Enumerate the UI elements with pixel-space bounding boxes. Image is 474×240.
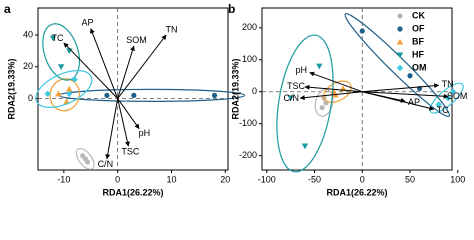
loading-arrow	[105, 98, 119, 160]
legend-label: HF	[412, 49, 424, 59]
point	[66, 90, 73, 97]
arrow-label: pH	[139, 128, 151, 138]
point	[407, 73, 413, 79]
point	[435, 101, 442, 108]
arrow-label: TC	[437, 105, 449, 115]
plot-frame	[261, 7, 453, 171]
point	[57, 64, 65, 70]
arrow-label: TSC	[121, 146, 140, 156]
arrow-label: AP	[82, 17, 94, 27]
arrow-label: TSC	[287, 81, 306, 91]
arrow-label: TN	[442, 79, 454, 89]
legend-label: CK	[412, 10, 425, 20]
confidence-ellipse	[35, 70, 93, 108]
loading-arrow	[362, 91, 449, 99]
y-tick-label: -200	[239, 150, 257, 160]
plot-frame	[37, 7, 229, 171]
y-tick-label: 0	[252, 86, 257, 96]
y-tick-label: 100	[242, 54, 257, 64]
confidence-ellipse	[344, 13, 451, 118]
legend-marker	[396, 38, 404, 45]
point	[104, 92, 110, 98]
point	[49, 35, 57, 42]
loading-arrow	[117, 34, 167, 99]
x-axis-label: RDA1(26.22%)	[326, 187, 387, 197]
loading-arrow	[299, 91, 363, 101]
loading-arrow	[63, 42, 119, 99]
point	[211, 92, 218, 98]
loading-arrow	[309, 71, 363, 93]
point	[55, 90, 62, 97]
point	[301, 143, 309, 150]
x-tick-label: -100	[258, 174, 276, 184]
loading-arrow	[117, 98, 130, 147]
y-tick-label: 20	[23, 61, 33, 71]
confidence-ellipse	[42, 23, 81, 81]
arrow-label: TC	[52, 33, 64, 43]
confidence-ellipse	[49, 78, 81, 112]
y-tick-label: 0	[28, 93, 33, 103]
point	[316, 63, 323, 70]
arrow-label: TN	[166, 25, 178, 35]
x-tick-label: -10	[57, 174, 70, 184]
point	[359, 28, 365, 34]
arrow-label: AP	[408, 97, 420, 107]
confidence-ellipse	[429, 82, 464, 114]
x-tick-label: 50	[405, 174, 415, 184]
x-tick-label: -50	[308, 174, 321, 184]
panel-label: a	[4, 2, 11, 16]
legend-label: OM	[412, 62, 427, 72]
x-tick-label: 20	[220, 174, 230, 184]
confidence-ellipse	[276, 34, 334, 173]
x-tick-label: 0	[360, 174, 365, 184]
arrow-label: C/N	[283, 93, 299, 103]
x-tick-label: 0	[115, 174, 120, 184]
loading-arrow	[90, 28, 119, 99]
point	[44, 90, 51, 97]
loading-arrow	[117, 98, 140, 130]
point	[131, 92, 137, 98]
legend-label: OF	[412, 23, 425, 33]
y-axis-label: RDA2(19.33%)	[230, 58, 240, 119]
arrow-label: C/N	[98, 159, 114, 169]
legend-marker	[396, 52, 404, 59]
point	[71, 76, 78, 83]
panel-label: b	[228, 2, 235, 16]
point	[449, 88, 457, 95]
point	[84, 159, 91, 165]
x-axis-label: RDA1(26.22%)	[102, 187, 163, 197]
y-tick-label: -100	[239, 118, 257, 128]
point	[287, 95, 294, 102]
point	[66, 85, 73, 92]
legend-marker	[396, 64, 404, 72]
arrow-label: SOM	[126, 35, 147, 45]
y-tick-label: 40	[23, 29, 33, 39]
loading-arrow	[362, 83, 440, 93]
x-tick-label: 10	[166, 174, 176, 184]
figure: -10 0 10 2002040RDA1(26.22%)RDA2(19.33%)aAP…	[4, 2, 468, 197]
y-tick-label: 200	[242, 22, 257, 32]
loading-arrow	[304, 84, 363, 93]
loading-arrow	[117, 45, 135, 99]
loading-arrow	[362, 91, 435, 111]
confidence-ellipse	[75, 147, 95, 170]
point	[319, 105, 325, 111]
arrow-label: SOM	[447, 91, 468, 101]
arrow-label: pH	[296, 65, 308, 75]
legend-marker	[397, 13, 403, 19]
y-axis-label: RDA2(19.33%)	[6, 58, 16, 119]
x-tick-label: 100	[450, 174, 465, 184]
legend-label: BF	[412, 36, 424, 46]
legend-marker	[397, 26, 403, 32]
